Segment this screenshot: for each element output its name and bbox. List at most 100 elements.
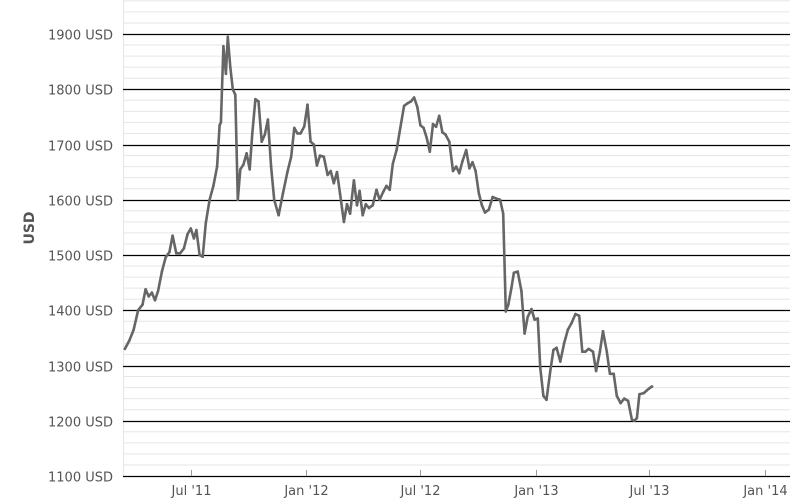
- data-point: [296, 132, 299, 135]
- data-point: [245, 152, 248, 155]
- data-point: [444, 133, 447, 136]
- data-point: [468, 167, 471, 170]
- data-point: [530, 307, 533, 311]
- x-tick-label: Jul '13: [629, 484, 670, 499]
- data-point: [382, 190, 385, 193]
- data-point: [312, 143, 316, 146]
- data-point: [352, 179, 356, 182]
- data-point: [542, 394, 545, 398]
- data-point: [322, 155, 326, 158]
- data-point: [409, 100, 413, 103]
- data-point: [164, 255, 167, 259]
- data-point: [195, 228, 198, 232]
- data-point: [224, 72, 228, 76]
- x-tick-label: Jul '12: [400, 484, 441, 499]
- data-point: [263, 133, 267, 136]
- data-point: [412, 96, 416, 99]
- data-point: [458, 171, 461, 175]
- data-point: [552, 348, 555, 352]
- data-point: [385, 184, 388, 188]
- data-point: [633, 419, 636, 423]
- data-point: [272, 198, 276, 202]
- data-point: [480, 204, 484, 207]
- data-point: [512, 271, 516, 275]
- data-point: [536, 317, 540, 320]
- data-point: [425, 136, 429, 140]
- data-point: [182, 247, 186, 250]
- data-point: [491, 195, 494, 199]
- data-point: [345, 202, 349, 206]
- data-point: [501, 212, 505, 215]
- data-point: [186, 232, 189, 236]
- data-point: [630, 418, 634, 421]
- data-point: [608, 372, 612, 376]
- data-point: [510, 286, 513, 290]
- data-point: [378, 198, 381, 202]
- data-point: [128, 339, 131, 342]
- data-point: [222, 44, 225, 48]
- data-point: [239, 168, 242, 171]
- data-point: [448, 140, 451, 143]
- data-point: [601, 329, 605, 333]
- data-point: [434, 125, 438, 129]
- data-point: [141, 303, 144, 307]
- data-point: [559, 360, 562, 363]
- data-point: [150, 291, 154, 294]
- data-point: [623, 397, 626, 400]
- data-point: [375, 188, 378, 192]
- data-point: [555, 346, 558, 350]
- data-point: [422, 126, 425, 130]
- data-point: [516, 270, 519, 273]
- data-point: [487, 208, 491, 211]
- data-point: [471, 160, 474, 164]
- data-point: [647, 387, 651, 391]
- data-point: [277, 213, 280, 217]
- data-point: [189, 227, 193, 230]
- y-tick-label: 1100 USD: [48, 471, 113, 486]
- x-tick-label: Jan '14: [742, 484, 787, 499]
- data-point: [605, 350, 609, 354]
- y-axis-title: USD: [22, 211, 38, 244]
- y-tick-label: 1500 USD: [48, 250, 113, 265]
- data-point: [545, 398, 548, 402]
- data-point: [260, 140, 264, 143]
- data-point: [242, 163, 245, 166]
- data-point: [306, 103, 309, 106]
- data-point: [168, 250, 171, 254]
- data-point: [483, 211, 487, 214]
- data-point: [367, 206, 371, 210]
- data-point: [395, 148, 398, 152]
- data-point: [495, 197, 498, 200]
- data-point: [428, 150, 432, 153]
- data-point: [591, 350, 595, 354]
- data-point: [175, 252, 178, 255]
- y-tick-label: 1800 USD: [48, 84, 113, 99]
- x-tick-label: Jul '11: [171, 484, 212, 499]
- data-point: [198, 253, 201, 257]
- data-point: [332, 181, 336, 185]
- data-point: [266, 118, 270, 121]
- data-point: [549, 369, 552, 373]
- data-point: [520, 289, 523, 293]
- data-point: [219, 121, 223, 124]
- data-point: [566, 328, 570, 331]
- data-point: [212, 184, 215, 188]
- data-point: [391, 162, 395, 166]
- data-point: [526, 315, 529, 319]
- data-point: [416, 105, 419, 109]
- data-point: [642, 391, 646, 395]
- data-point: [626, 399, 630, 403]
- data-point: [454, 165, 458, 168]
- data-point: [315, 164, 319, 167]
- data-point: [132, 328, 135, 331]
- data-point: [523, 332, 526, 335]
- data-point: [638, 392, 641, 396]
- data-point: [286, 170, 289, 174]
- data-point: [388, 188, 392, 192]
- data-point: [615, 394, 619, 398]
- data-point: [406, 101, 410, 105]
- data-point: [329, 169, 333, 173]
- data-point: [533, 318, 536, 321]
- data-point: [358, 189, 361, 193]
